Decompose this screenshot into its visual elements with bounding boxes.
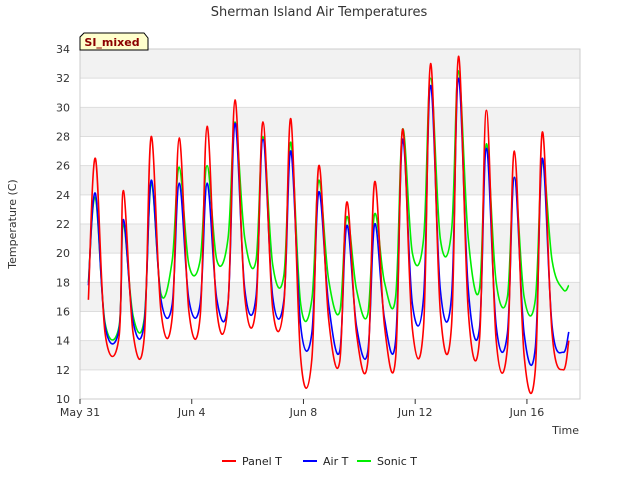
y-tick-label: 12 (56, 364, 70, 377)
y-tick-label: 24 (56, 189, 70, 202)
series-line-sonic-t (87, 70, 570, 341)
legend-label: Air T (323, 455, 349, 468)
x-tick-label: Jun 16 (509, 406, 545, 419)
legend-label: Panel T (242, 455, 282, 468)
x-tick-label: May 31 (60, 406, 100, 419)
chart-title: Sherman Island Air Temperatures (211, 5, 428, 20)
y-tick-label: 34 (56, 43, 70, 56)
y-tick-label: 20 (56, 247, 70, 260)
y-tick-label: 18 (56, 276, 70, 289)
y-tick-label: 28 (56, 131, 70, 144)
x-tick-label: Jun 8 (289, 406, 318, 419)
plot-band (80, 165, 580, 195)
legend: Panel T Air T Sonic T (222, 455, 417, 468)
series-line-panel-t (87, 55, 570, 395)
y-tick-label: 16 (56, 306, 70, 319)
site-badge-box (79, 32, 149, 51)
x-tick-label: Jun 12 (397, 406, 433, 419)
y-tick-label: 26 (56, 160, 70, 173)
plot-band (80, 49, 580, 79)
y-axis-ticks: 10 12 14 16 18 20 22 24 26 28 30 32 34 (56, 43, 70, 406)
site-badge-label: SI_mixed (84, 36, 139, 49)
site-badge: SI_mixed (79, 32, 149, 51)
plot-frame (79, 48, 581, 400)
plot-band (80, 224, 580, 254)
y-tick-label: 32 (56, 72, 70, 85)
y-tick-label: 30 (56, 101, 70, 114)
series-lines (87, 55, 570, 395)
y-axis-label: Temperature (C) (6, 179, 19, 269)
x-axis-ticks: May 31 Jun 4 Jun 8 Jun 12 Jun 16 (60, 399, 544, 419)
plot-band (80, 107, 580, 137)
x-tick-label: Jun 4 (177, 406, 206, 419)
y-tick-label: 10 (56, 393, 70, 406)
y-tick-label: 22 (56, 218, 70, 231)
y-tick-label: 14 (56, 335, 70, 348)
legend-label: Sonic T (377, 455, 417, 468)
x-axis-label: Time (551, 424, 579, 437)
